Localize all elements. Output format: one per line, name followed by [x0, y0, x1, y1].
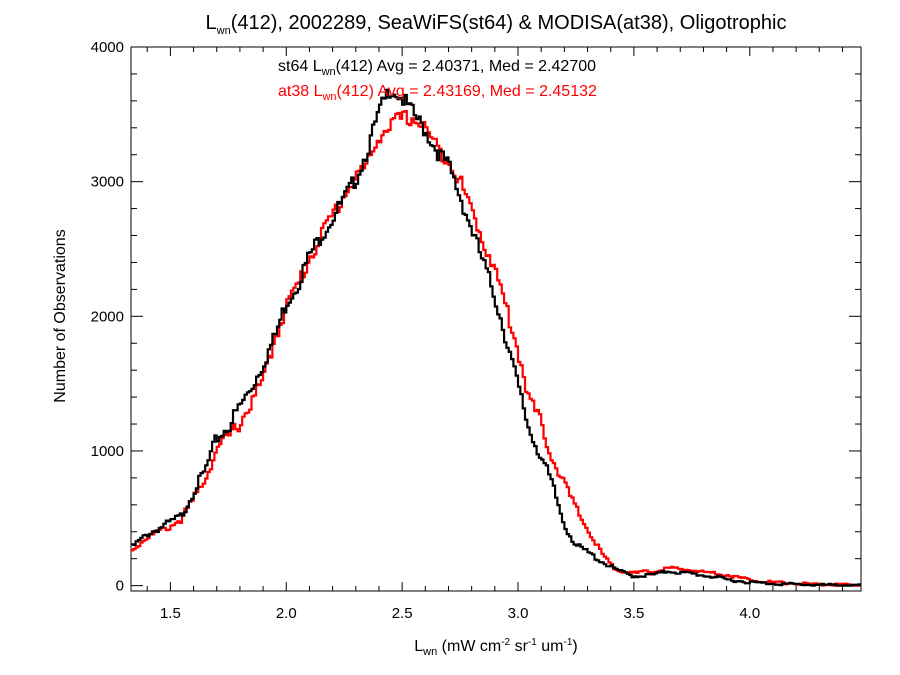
series-group	[131, 88, 861, 587]
x-tick-label: 3.0	[508, 605, 529, 622]
legend-entry-st64: st64 Lwn(412) Avg = 2.40371, Med = 2.427…	[278, 58, 596, 78]
y-tick-label: 2000	[91, 308, 124, 325]
series-line-at38	[131, 110, 861, 587]
series-line-st64	[131, 88, 861, 587]
x-tick-label: 2.0	[276, 605, 297, 622]
y-tick-label: 4000	[91, 39, 124, 56]
x-axis: 1.5 2.0 2.5 3.0 3.5 4.0	[146, 47, 843, 622]
y-tick-label: 1000	[91, 443, 124, 460]
x-tick-label: 3.5	[623, 605, 644, 622]
x-tick-label: 1.5	[160, 605, 181, 622]
chart-title: Lwn(412), 2002289, SeaWiFS(st64) & MODIS…	[206, 12, 787, 37]
x-axis-label: Lwn (mW cm-2 sr-1 um-1)	[414, 637, 577, 658]
x-tick-label: 4.0	[739, 605, 760, 622]
x-tick-label: 2.5	[392, 605, 413, 622]
plot-frame	[130, 46, 862, 592]
y-axis-label: Number of Observations	[52, 229, 69, 402]
legend-entry-at38: at38 Lwn(412) Avg = 2.43169, Med = 2.451…	[278, 83, 597, 103]
y-axis: 0 1000 2000 3000 4000	[91, 39, 861, 595]
y-tick-label: 3000	[91, 174, 124, 191]
y-tick-label: 0	[116, 578, 124, 595]
